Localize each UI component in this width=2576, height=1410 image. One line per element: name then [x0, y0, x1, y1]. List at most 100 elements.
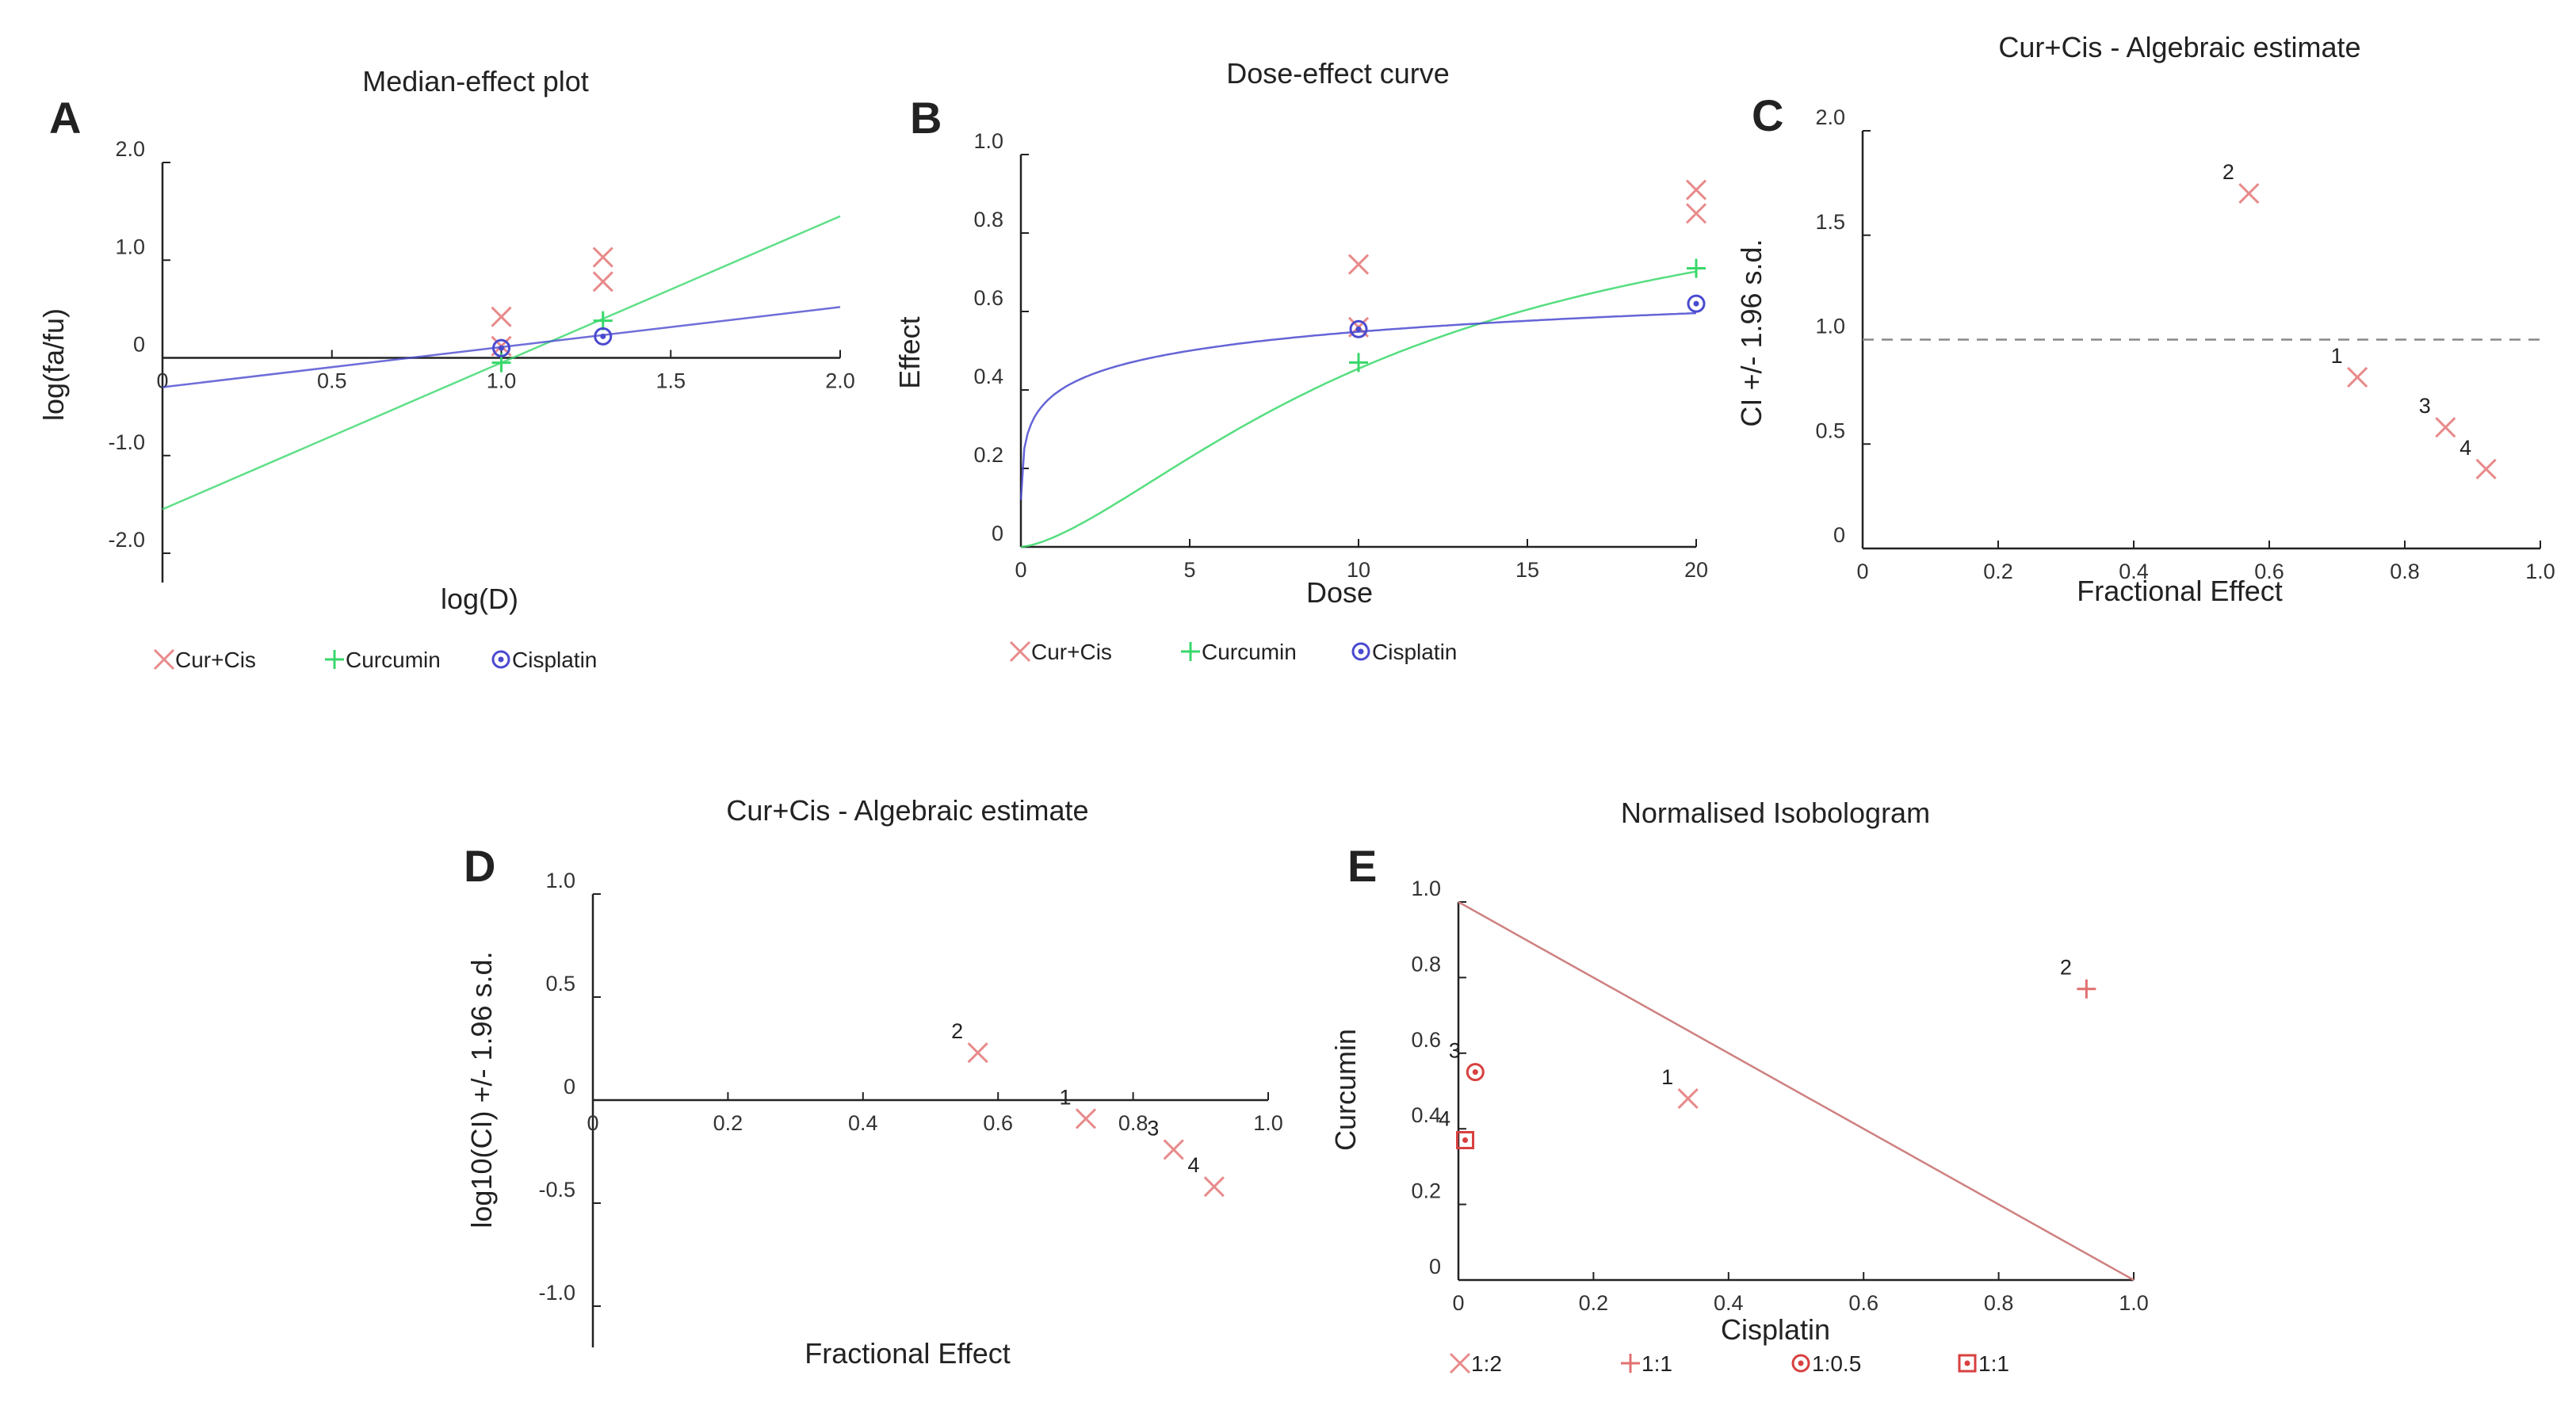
legend-label: 1:0.5	[1812, 1351, 1861, 1376]
chart-title: Cur+Cis - Algebraic estimate	[726, 794, 1088, 827]
legend-entry-cisplatin: Cisplatin	[491, 648, 597, 672]
y-tick-label: 2.0	[1815, 105, 1845, 129]
data-point-cur-cis	[1075, 1108, 1097, 1129]
point-label: 2	[2222, 160, 2234, 184]
point-label: 2	[951, 1019, 963, 1043]
y-tick-label: -1.0	[538, 1281, 575, 1305]
x-tick-label: 0.4	[2119, 560, 2149, 583]
y-tick-label: 0.2	[973, 443, 1003, 467]
legend-label: Curcumin	[1202, 640, 1297, 664]
x-tick-label: 0	[587, 1111, 598, 1135]
point-label: 4	[1187, 1153, 1199, 1177]
chart-panel-d: D Cur+Cis - Algebraic estimate 0 0.2 0.4 0.6 0…	[464, 794, 1283, 1370]
data-point-cur-cis	[2347, 366, 2368, 388]
additivity-line	[1458, 900, 2135, 1282]
data-point-cur-cis	[2238, 182, 2260, 204]
x-tick-label: 1.0	[487, 369, 517, 393]
chart-title: Dose-effect curve	[1226, 57, 1449, 90]
x-tick-label: 0.2	[1983, 560, 2013, 583]
y-tick-label: 0.8	[973, 208, 1003, 231]
y-axis-label: log(fa/fu)	[37, 308, 70, 421]
x-tick-label: 0.8	[1118, 1111, 1148, 1135]
legend-entry-1-0-5: 1:0.5	[1791, 1351, 1861, 1376]
legend-marker	[491, 650, 510, 669]
x-axis-label: Dose	[1306, 576, 1373, 609]
y-tick-label: 0.6	[973, 286, 1003, 310]
data-point-cur-cis	[491, 306, 512, 327]
y-tick-label: 1.0	[1815, 315, 1845, 338]
y-tick-label: 1.0	[545, 869, 575, 892]
x-tick-label: 0.8	[2390, 560, 2420, 583]
panel-letter: E	[1347, 841, 1377, 891]
y-tick-label: -2.0	[108, 528, 145, 552]
point-label: 1	[1661, 1065, 1673, 1089]
x-tick-label: 0.2	[1579, 1291, 1609, 1315]
data-point-cur-cis	[967, 1042, 988, 1064]
panel-letter: D	[464, 841, 495, 891]
data-point-cur-cis	[592, 271, 613, 292]
data-point-cur-cis	[1347, 254, 1370, 275]
legend-marker	[1449, 1352, 1471, 1374]
x-tick-label: 0.6	[983, 1111, 1013, 1135]
legend-entry-1-1: 1:1	[1621, 1351, 1672, 1376]
legend-marker	[1958, 1354, 1977, 1373]
x-tick-label: 0.2	[713, 1111, 743, 1135]
point-label: 1	[2331, 344, 2343, 368]
data-point-cisplatin	[594, 327, 613, 346]
x-axis-label: Fractional Effect	[805, 1337, 1010, 1370]
legend-label: 1:1	[1978, 1351, 2009, 1376]
y-axis-label: Effect	[893, 316, 926, 388]
data-point-1-0-5	[1466, 1063, 1485, 1082]
data-point-curcumin	[1687, 258, 1706, 278]
y-tick-label: 0	[992, 522, 1003, 545]
chart-panel-e: E Normalised Isobologram 0 0.2 0.4 0.6 0.8 1.0 1…	[1329, 797, 2149, 1376]
data-point-cur-cis	[1685, 203, 1707, 224]
y-tick-label: -1.0	[108, 430, 145, 454]
data-point-cisplatin	[1349, 319, 1368, 338]
y-tick-label: 0.2	[1411, 1179, 1441, 1203]
point-label: 2	[2060, 956, 2072, 980]
legend-entry-1-1: 1:1	[1958, 1351, 2009, 1376]
data-point-cur-cis	[1203, 1176, 1225, 1198]
x-tick-label: 1.0	[2525, 560, 2555, 583]
x-tick-label: 1.5	[655, 369, 686, 393]
x-tick-label: 0	[1452, 1291, 1464, 1315]
x-tick-label: 0.6	[2254, 560, 2284, 583]
y-tick-label: 1.0	[973, 129, 1003, 153]
panel-letter: B	[910, 93, 942, 143]
data-point-cisplatin	[1687, 294, 1706, 313]
panel-letter: C	[1752, 90, 1783, 140]
y-axis-label: CI +/- 1.96 s.d.	[1735, 239, 1768, 426]
y-tick-label: 0	[564, 1075, 575, 1099]
legend-marker	[1181, 642, 1200, 661]
data-point-cur-cis	[1163, 1139, 1184, 1160]
point-label: 4	[2459, 436, 2471, 460]
y-tick-label: -0.5	[538, 1178, 575, 1202]
y-tick-label: 0	[1429, 1255, 1441, 1278]
legend-label: 1:2	[1471, 1351, 1502, 1376]
legend-label: Cisplatin	[1372, 640, 1457, 664]
legend-marker	[1351, 642, 1370, 661]
x-axis-label: Cisplatin	[1721, 1313, 1830, 1346]
y-tick-label: 0.5	[1815, 418, 1845, 442]
legend-entry-curcumin: Curcumin	[325, 648, 441, 672]
fit-curve-curcumin	[1020, 270, 1697, 548]
legend-label: 1:1	[1642, 1351, 1672, 1376]
data-point-cur-cis	[1685, 179, 1707, 201]
data-point-curcumin	[593, 311, 613, 331]
y-tick-label: 0	[1833, 523, 1845, 547]
data-point-cur-cis	[2435, 417, 2456, 438]
y-tick-label: 2.0	[115, 137, 145, 161]
x-axis-label: Fractional Effect	[2077, 575, 2282, 607]
legend-entry-cur-cis: Cur+Cis	[153, 648, 256, 672]
y-tick-label: 0.4	[1411, 1103, 1441, 1127]
legend-marker	[153, 648, 175, 671]
x-tick-label: 5	[1183, 558, 1195, 582]
y-tick-label: 0	[133, 333, 145, 357]
data-point-cur-cis	[2475, 458, 2497, 480]
x-tick-label: 0	[1856, 560, 1868, 583]
legend-entry-cur-cis: Cur+Cis	[1009, 640, 1112, 664]
chart-title: Cur+Cis - Algebraic estimate	[1998, 31, 2360, 63]
y-tick-label: 0.4	[973, 365, 1003, 388]
